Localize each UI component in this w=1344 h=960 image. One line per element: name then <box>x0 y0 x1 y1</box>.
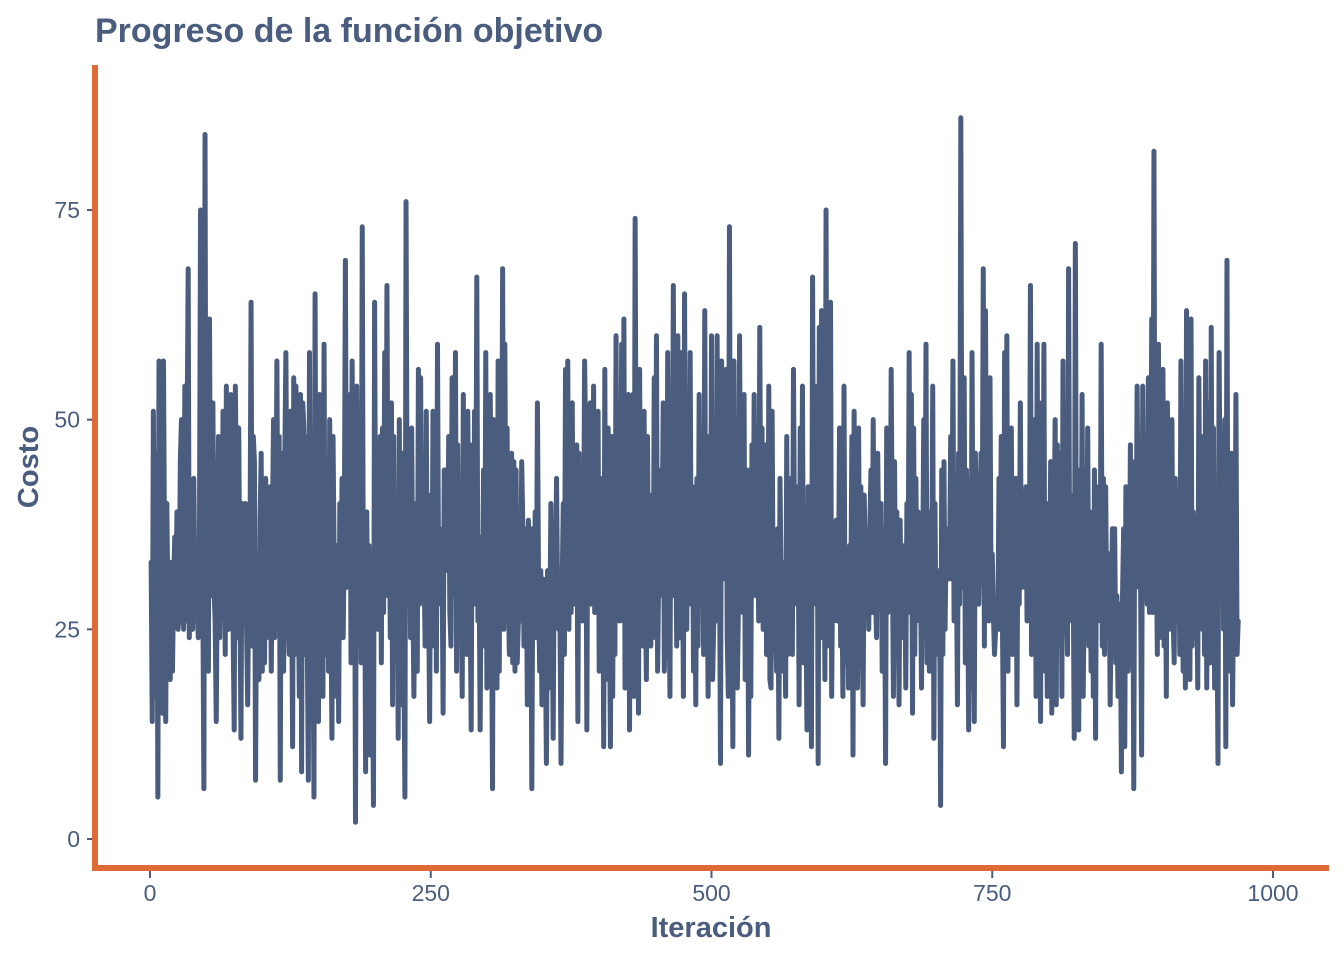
x-tick-label: 750 <box>973 880 1011 906</box>
x-tick-label: 500 <box>692 880 730 906</box>
x-tick-label: 1000 <box>1247 880 1298 906</box>
series-line <box>148 115 1241 825</box>
y-tick-label: 0 <box>67 826 80 852</box>
y-tick-label: 75 <box>54 197 80 223</box>
x-tick-label: 0 <box>144 880 157 906</box>
x-tick-label: 250 <box>412 880 450 906</box>
y-axis-title: Costo <box>13 426 45 508</box>
y-axis-ticks: 0 25 50 75 <box>54 197 95 852</box>
x-axis-title: Iteración <box>651 912 772 944</box>
chart-title: Progreso de la función objetivo <box>95 12 603 50</box>
y-tick-label: 25 <box>54 616 80 642</box>
x-axis-ticks: 0 250 500 750 1000 <box>144 871 1299 906</box>
y-tick-label: 50 <box>54 407 80 433</box>
